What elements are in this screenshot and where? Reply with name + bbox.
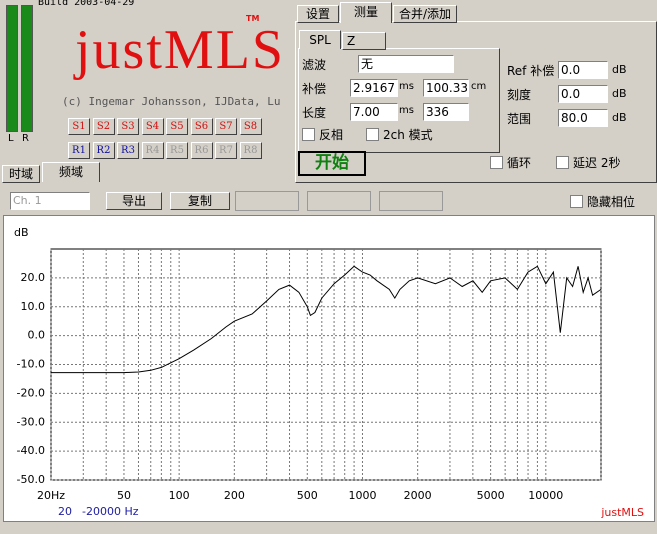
label: 滤波 bbox=[302, 58, 327, 72]
input[interactable]: 0.0 bbox=[558, 61, 608, 79]
input[interactable]: 2.9167 bbox=[350, 79, 398, 97]
label: Ref 补偿 bbox=[507, 64, 555, 78]
ref-button[interactable]: R7 bbox=[215, 142, 237, 159]
meter-label: R bbox=[22, 133, 29, 144]
x-tick-label: 200 bbox=[224, 489, 245, 502]
sweep-button[interactable]: S5 bbox=[166, 118, 188, 135]
input[interactable]: 100.33 bbox=[423, 79, 469, 97]
unit: dB bbox=[612, 111, 627, 124]
ref-button[interactable]: R5 bbox=[166, 142, 188, 159]
status-box bbox=[307, 191, 371, 211]
footer-end: -20000 Hz bbox=[82, 505, 139, 518]
subpanel bbox=[298, 48, 500, 153]
unit: ms bbox=[399, 81, 414, 92]
ref-button[interactable]: R2 bbox=[92, 142, 115, 159]
y-tick-label: -20.0 bbox=[17, 386, 45, 399]
copyright: (c) Ingemar Johansson, IJData, Lu bbox=[62, 95, 281, 108]
dropdown[interactable]: 无 bbox=[358, 55, 454, 73]
y-tick-label: -30.0 bbox=[17, 415, 45, 428]
channel-select[interactable]: Ch. 1 bbox=[10, 192, 90, 210]
ref-button[interactable]: R1 bbox=[68, 142, 90, 159]
plot-area bbox=[50, 248, 602, 481]
meter-label: L bbox=[8, 133, 14, 144]
y-tick-label: -50.0 bbox=[17, 473, 45, 486]
input[interactable]: 0.0 bbox=[558, 85, 608, 103]
response-curve bbox=[51, 265, 602, 374]
y-tick-label: -10.0 bbox=[17, 358, 45, 371]
y-tick-label: 0.0 bbox=[28, 329, 46, 342]
ref-button[interactable]: R8 bbox=[239, 142, 262, 159]
checkbox[interactable] bbox=[302, 128, 315, 141]
x-tick-label: 100 bbox=[169, 489, 190, 502]
watermark: justMLS bbox=[600, 506, 644, 519]
status-box bbox=[379, 191, 443, 211]
tab[interactable]: 合并/添加 bbox=[393, 5, 457, 23]
subtab-active[interactable]: SPL bbox=[299, 30, 341, 49]
ref-button[interactable]: R6 bbox=[190, 142, 213, 159]
label: 隐藏相位 bbox=[587, 195, 636, 209]
build-label: Build 2003-04-29 bbox=[38, 0, 135, 8]
label: 2ch 模式 bbox=[383, 128, 433, 142]
tab-active[interactable]: 频域 bbox=[42, 162, 100, 182]
export-button[interactable]: 导出 bbox=[106, 192, 162, 210]
checkbox[interactable] bbox=[366, 128, 379, 141]
sweep-button[interactable]: S4 bbox=[141, 118, 164, 135]
label: 范围 bbox=[507, 112, 532, 126]
sweep-button[interactable]: S1 bbox=[68, 118, 90, 135]
x-tick-label: 5000 bbox=[477, 489, 505, 502]
unit: cm bbox=[471, 81, 487, 92]
trademark: TM bbox=[246, 14, 260, 23]
status-box bbox=[235, 191, 299, 211]
checkbox[interactable] bbox=[490, 156, 503, 169]
tab-active[interactable]: 测量 bbox=[340, 2, 392, 23]
copy-button[interactable]: 复制 bbox=[170, 192, 230, 210]
y-axis-label: dB bbox=[14, 226, 29, 239]
footer-start: 20 bbox=[58, 505, 72, 518]
tab[interactable]: 设置 bbox=[297, 5, 339, 23]
label: 补偿 bbox=[302, 82, 327, 96]
x-tick-label: 1000 bbox=[348, 489, 376, 502]
label: 反相 bbox=[319, 128, 344, 142]
meter-left bbox=[6, 5, 18, 132]
start-button[interactable]: 开始 bbox=[298, 151, 366, 176]
ref-button[interactable]: R3 bbox=[117, 142, 139, 159]
sweep-button[interactable]: S2 bbox=[92, 118, 115, 135]
ref-button[interactable]: R4 bbox=[141, 142, 164, 159]
y-tick-label: 20.0 bbox=[21, 271, 46, 284]
unit: dB bbox=[612, 87, 627, 100]
meter-right bbox=[21, 5, 33, 132]
x-tick-label: 20Hz bbox=[37, 489, 65, 502]
input[interactable]: 336 bbox=[423, 103, 469, 121]
x-tick-label: 50 bbox=[117, 489, 131, 502]
y-tick-label: 10.0 bbox=[21, 300, 46, 313]
input[interactable]: 7.00 bbox=[350, 103, 398, 121]
label: 长度 bbox=[302, 106, 327, 120]
unit: ms bbox=[399, 105, 414, 116]
logo: justMLS bbox=[75, 19, 286, 81]
label: 延迟 2秒 bbox=[573, 156, 621, 170]
tab[interactable]: 时域 bbox=[2, 165, 40, 183]
checkbox-checked[interactable] bbox=[570, 195, 583, 208]
y-tick-label: -40.0 bbox=[17, 444, 45, 457]
x-tick-label: 2000 bbox=[404, 489, 432, 502]
sweep-button[interactable]: S3 bbox=[117, 118, 139, 135]
input[interactable]: 80.0 bbox=[558, 109, 608, 127]
sweep-button[interactable]: S8 bbox=[239, 118, 262, 135]
unit: dB bbox=[612, 63, 627, 76]
sweep-button[interactable]: S6 bbox=[190, 118, 213, 135]
label: 循环 bbox=[507, 156, 532, 170]
checkbox[interactable] bbox=[556, 156, 569, 169]
x-tick-label: 10000 bbox=[528, 489, 563, 502]
chart: dB 20 -20000 Hz justMLS 20Hz 50 100 200 500 1… bbox=[3, 215, 655, 522]
x-tick-label: 500 bbox=[297, 489, 318, 502]
label: 刻度 bbox=[507, 88, 532, 102]
subtab[interactable]: Z bbox=[342, 32, 386, 50]
sweep-button[interactable]: S7 bbox=[215, 118, 237, 135]
